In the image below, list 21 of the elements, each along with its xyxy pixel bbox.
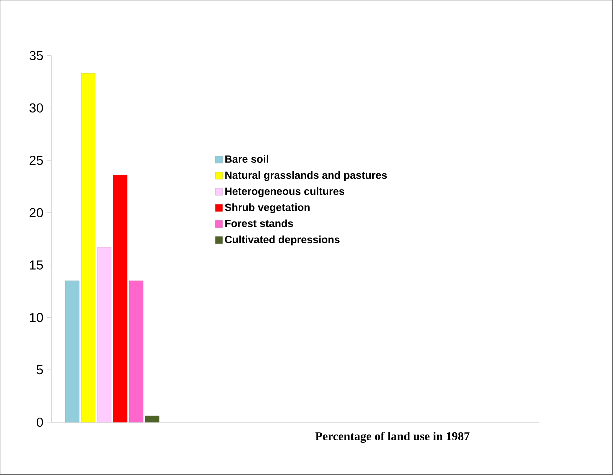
bar (145, 416, 160, 423)
legend-label: Shrub vegetation (225, 204, 310, 214)
legend-label: Heterogeneous cultures (226, 187, 344, 198)
legend-label: Forest stands (226, 220, 294, 228)
y-tick-label: 15 (30, 260, 44, 270)
y-tick-label: 30 (30, 104, 44, 113)
bar (65, 280, 80, 423)
y-tick-label: 20 (30, 208, 44, 218)
legend-label: Bare soil (226, 155, 268, 163)
y-tick-label: 25 (30, 156, 44, 166)
bar (97, 247, 112, 423)
bar (129, 280, 144, 423)
bar (81, 73, 96, 423)
y-tick-label: 10 (30, 313, 44, 322)
y-tick-label: 5 (36, 365, 44, 375)
y-tick-label: 35 (30, 51, 44, 60)
x-axis-title: Percentage of land use in 1987 (316, 432, 470, 443)
legend-label: Cultivated depressions (225, 236, 340, 246)
bar (113, 175, 128, 423)
y-tick-label: 0 (36, 418, 44, 427)
legend-label: Natural grasslands and pastures (226, 171, 388, 182)
